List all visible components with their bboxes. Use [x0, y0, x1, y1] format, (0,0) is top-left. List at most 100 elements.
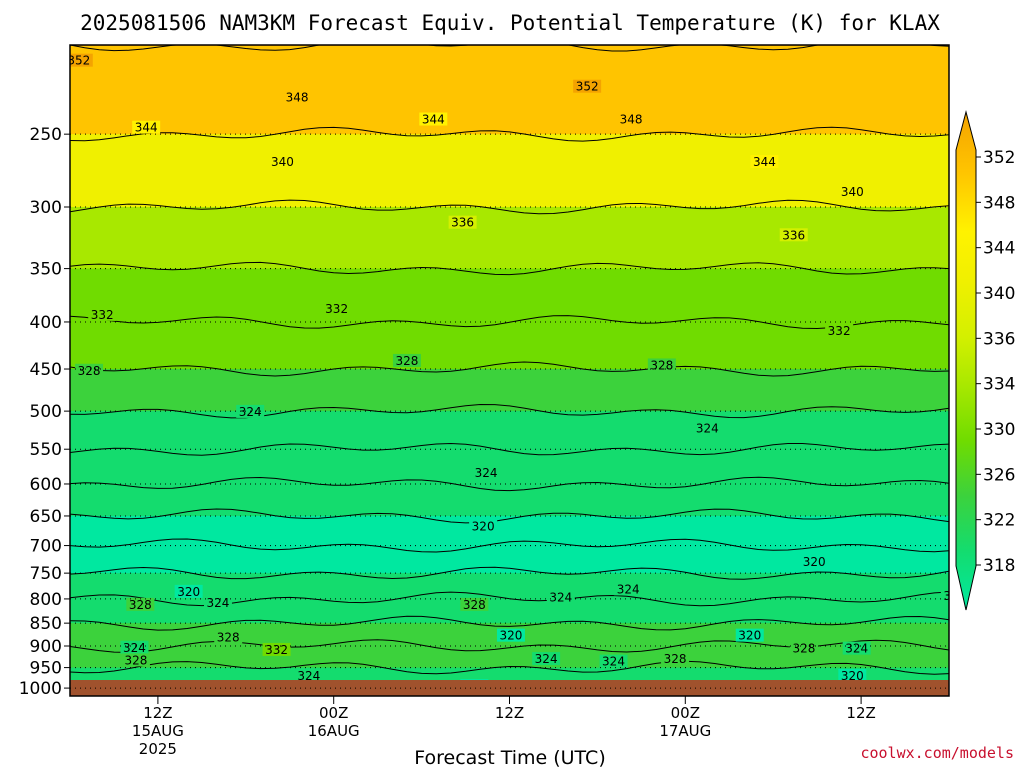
contour-label: 328 — [124, 653, 147, 667]
y-tick-label: 550 — [30, 440, 62, 460]
contour-label: 320 — [841, 669, 864, 683]
theta-band — [70, 207, 949, 270]
contour-label-bg — [322, 301, 351, 315]
contour-label-bg — [779, 228, 808, 242]
contour-label: 328 — [78, 364, 101, 378]
contour-label: 328 — [395, 354, 418, 368]
contour-label: 340 — [271, 155, 294, 169]
contour-label: 328 — [129, 598, 152, 612]
contour-label-bg — [617, 112, 646, 126]
colorbar-label: 348 — [983, 193, 1015, 213]
x-axis-label: Forecast Time (UTC) — [414, 747, 605, 768]
colorbar: 352 348 344 340 336 334 330 326 322 318 — [955, 110, 1015, 611]
contour-label-bg — [532, 652, 561, 666]
y-tick-label: 850 — [30, 614, 62, 634]
y-tick-label: 1000 — [19, 679, 62, 699]
contour-label-bg — [940, 588, 949, 602]
contour-line — [70, 476, 949, 492]
contour-label: 328 — [463, 598, 486, 612]
theta-bands — [70, 45, 949, 690]
contour-label-bg — [88, 307, 117, 321]
contour-label-bg — [460, 597, 489, 611]
contour-line — [70, 566, 949, 580]
contour-label: 324 — [207, 596, 230, 610]
contour-label-bg — [448, 215, 477, 229]
colorbar-label: 336 — [983, 329, 1015, 349]
y-tick-label: 250 — [30, 125, 62, 145]
colorbar-label: 344 — [983, 239, 1015, 259]
contour-label-bg — [614, 582, 643, 596]
contour-line — [70, 508, 949, 524]
x-tick-label: 00Z — [319, 704, 348, 722]
colorbar-label: 340 — [983, 284, 1015, 304]
contour-line — [70, 660, 949, 675]
contour-label-bg — [842, 641, 871, 655]
y-axis: 250 300 350 400 450 500 550 600 650 700 750 800 850 9… — [19, 125, 70, 699]
contour-label: 324 — [602, 655, 625, 669]
contour-line — [70, 126, 949, 142]
contour-label-bg — [294, 668, 323, 682]
theta-band — [70, 321, 949, 371]
contour-label-bg — [70, 53, 93, 67]
y-tick-label: 350 — [30, 260, 62, 280]
contour-line — [70, 315, 949, 330]
chart-title: 2025081506 NAM3KM Forecast Equiv. Potent… — [80, 11, 940, 35]
contour-label-bg — [174, 584, 203, 598]
theta-band — [70, 45, 949, 136]
contour-label: 324 — [297, 669, 320, 683]
colorbar-label: 334 — [983, 375, 1015, 395]
contour-label: 344 — [422, 113, 445, 127]
contour-label-bg — [392, 353, 421, 367]
x-tick-label: 12Z — [495, 704, 524, 722]
contour-label: 320 — [738, 629, 761, 643]
contour-label: 352 — [67, 54, 90, 68]
theta-band — [70, 369, 949, 413]
contour-label-bg — [496, 628, 525, 642]
contour-label: 324 — [549, 590, 572, 604]
contour-label: 332 — [91, 308, 114, 322]
contour-label-bg — [121, 653, 150, 667]
colorbar-labels: 352 348 344 340 336 334 330 326 322 318 — [976, 148, 1015, 576]
y-tick-label: 950 — [30, 659, 62, 679]
contour-label: 328 — [650, 358, 673, 372]
contour-label-bg — [132, 120, 161, 134]
contour-label: 332 — [265, 643, 288, 657]
contour-label-bg — [599, 654, 628, 668]
contour-label: 320 — [961, 651, 984, 665]
contour-label: 324 — [475, 466, 498, 480]
contour-line — [70, 361, 949, 377]
x-tick-label: 00Z — [671, 704, 700, 722]
contour-line — [70, 199, 949, 215]
contour-label-bg — [800, 554, 829, 568]
contour-label: 340 — [841, 185, 864, 199]
y-tick-label: 500 — [30, 402, 62, 422]
contour-label: 324 — [696, 421, 719, 435]
colorbar-label: 330 — [983, 420, 1015, 440]
contour-label: 320 — [177, 585, 200, 599]
y-tick-label: 750 — [30, 564, 62, 584]
contour-label: 344 — [135, 121, 158, 135]
contour-label-bg — [693, 421, 722, 435]
x-tick-label: 17AUG — [659, 722, 711, 740]
contour-label-bg — [126, 597, 155, 611]
contour-label: 336 — [451, 216, 474, 230]
contour-label: 348 — [620, 113, 643, 127]
contour-label-bg — [573, 79, 602, 93]
contour-label-bg — [268, 154, 297, 168]
contour-label: 328 — [217, 630, 240, 644]
contour-label: 352 — [576, 80, 599, 94]
contour-label-bg — [546, 590, 575, 604]
contour-line — [70, 442, 949, 456]
contour-label: 332 — [325, 302, 348, 316]
contour-line — [70, 538, 949, 553]
colorbar-label: 326 — [983, 465, 1015, 485]
contour-line — [70, 261, 949, 276]
contour-line — [70, 615, 949, 631]
x-tick-label: 16AUG — [308, 722, 360, 740]
colorbar-label: 318 — [983, 556, 1015, 576]
contour-label: 324 — [617, 582, 640, 596]
contour-label: 348 — [286, 90, 309, 104]
contour-label: 324 — [535, 652, 558, 666]
